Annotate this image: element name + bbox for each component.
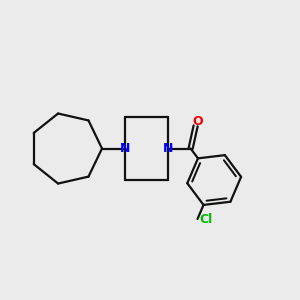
Text: N: N [120, 142, 130, 155]
Text: N: N [163, 142, 173, 155]
Text: O: O [193, 115, 203, 128]
Text: Cl: Cl [199, 212, 212, 226]
